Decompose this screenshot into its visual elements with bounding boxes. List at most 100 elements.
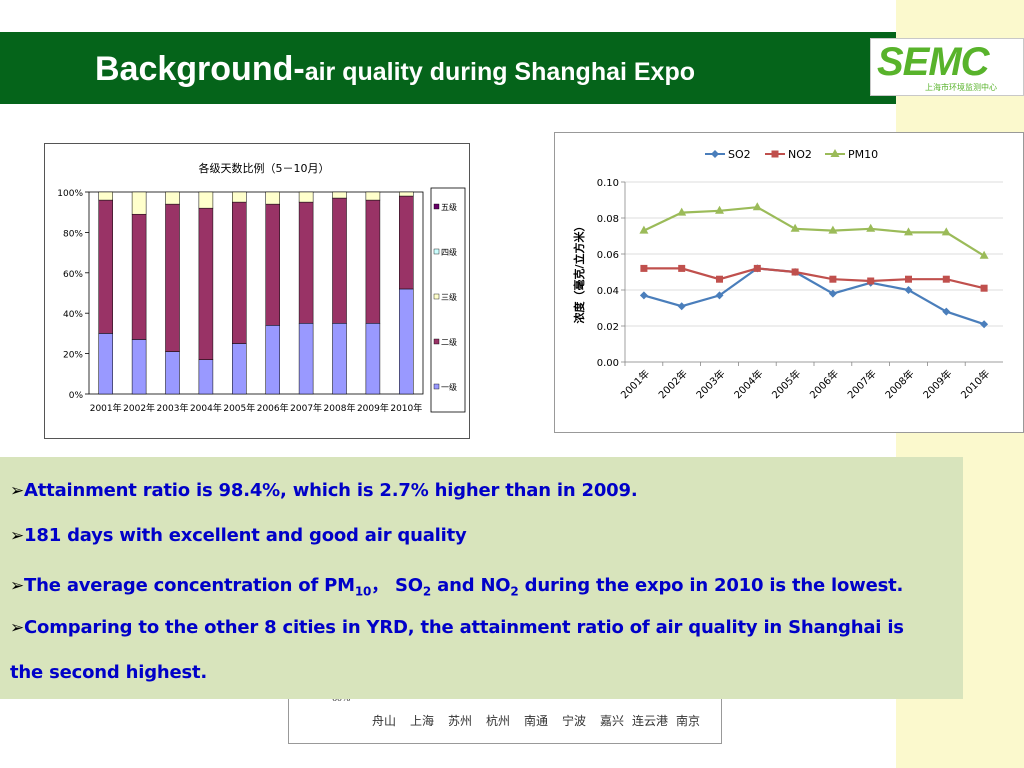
bar-segment (298, 323, 314, 395)
city-category-label: 舟山 (372, 714, 397, 728)
bar-y-tick-label: 60% (63, 270, 83, 280)
line-point (715, 291, 724, 300)
title-part1: Background- (95, 50, 305, 88)
bar-segment (332, 323, 347, 395)
line-point (639, 291, 648, 300)
bar-segment (131, 213, 147, 340)
line-point (791, 268, 799, 276)
line-legend-marker (830, 149, 840, 157)
bar-segment (198, 207, 214, 360)
bar-legend-label: 五级 (441, 202, 457, 212)
line-y-tick-label: 0.10 (597, 178, 619, 189)
bullet-3-sub2: 2 (422, 584, 432, 599)
line-series-no2 (643, 267, 985, 290)
bar-y-tick-label: 0% (69, 391, 84, 401)
bar-segment (198, 359, 214, 395)
line-point (753, 264, 761, 272)
bar-segment (98, 333, 113, 395)
line-point (752, 202, 762, 211)
bar-x-tick-label: 2008年 (324, 402, 356, 414)
line-x-tick-label: 2002年 (656, 367, 690, 401)
line-point (941, 227, 951, 236)
bar-x-tick-label: 2006年 (257, 402, 289, 414)
line-y-tick-label: 0.08 (597, 214, 619, 225)
bar-segment (332, 191, 347, 199)
bar-segment (265, 325, 280, 395)
line-point (828, 225, 838, 234)
line-y-tick-label: 0.06 (597, 250, 619, 261)
line-point (790, 223, 800, 232)
bar-y-tick-label: 20% (63, 351, 83, 361)
bullet-4-continued: the second highest. (10, 662, 207, 683)
line-point (678, 264, 686, 272)
bar-x-tick-label: 2003年 (157, 402, 189, 414)
bar-segment (165, 191, 180, 205)
summary-box: ➢Attainment ratio is 98.4%, which is 2.7… (0, 457, 963, 699)
line-x-tick-label: 2010年 (958, 367, 992, 401)
bullet-1-text: Attainment ratio is 98.4%, which is 2.7%… (24, 480, 638, 501)
bar-segment (365, 191, 381, 201)
bullet-1: ➢Attainment ratio is 98.4%, which is 2.7… (10, 480, 638, 501)
bar-segment (165, 351, 180, 395)
bar-chart: 各级天数比例（5－10月） 0% 20% 40% 60% 80% 100% 2001年 2002… (57, 161, 466, 414)
bar-chart-frame: 各级天数比例（5－10月） 0% 20% 40% 60% 80% 100% 2001年 2002… (44, 143, 470, 439)
bullet-3-sub3: 2 (510, 584, 519, 599)
bar-x-tick-label: 2002年 (123, 402, 155, 414)
logo-subtitle: 上海市环境监测中心 (925, 83, 997, 92)
line-point (905, 275, 912, 283)
bar-legend-box (430, 187, 466, 413)
bar-y-tick-label: 100% (57, 189, 83, 199)
line-x-tick-label: 2001年 (618, 367, 652, 401)
bar-x-tick-label: 2005年 (223, 402, 255, 414)
city-category-label: 宁波 (562, 714, 587, 728)
line-y-tick-label: 0.02 (597, 322, 619, 333)
line-x-tick-label: 2007年 (845, 367, 879, 401)
bullet-4-line2: the second highest. (10, 662, 208, 683)
bullet-4-line1: Comparing to the other 8 cities in YRD, … (24, 617, 904, 638)
bar-segment (232, 343, 247, 395)
bar-y-tick-label: 40% (63, 310, 83, 320)
bar-segment (399, 288, 414, 395)
bar-legend-label: 二级 (441, 337, 457, 347)
bar-chart-title: 各级天数比例（5－10月） (199, 161, 330, 175)
line-point (980, 284, 988, 292)
line-series-pm10 (643, 206, 985, 257)
bar-segment (131, 339, 147, 395)
line-x-tick-label: 2004年 (731, 367, 765, 401)
line-x-tick-label: 2005年 (769, 367, 803, 401)
bar-plot-area (88, 191, 424, 395)
logo-mark: SEMC (877, 40, 990, 84)
line-chart-frame: 0.00 0.02 0.04 0.06 0.08 0.10 2001年 2002年 2003年 2… (554, 132, 1024, 433)
line-point (677, 207, 687, 216)
bullet-2-text: 181 days with excellent and good air qua… (24, 525, 467, 546)
bullet-3-sub1: 10 (354, 584, 372, 599)
city-category-label: 连云港 (632, 714, 669, 728)
bullet-3-mid1: ， SO (371, 575, 423, 596)
title-part2: air quality during Shanghai Expo (304, 58, 696, 86)
bar-segment (198, 191, 214, 209)
line-point (904, 227, 913, 236)
line-point (979, 250, 989, 259)
city-category-label: 南通 (524, 714, 549, 728)
page-title: Background-air quality during Shanghai E… (95, 50, 695, 89)
bar-legend-label: 一级 (441, 382, 457, 392)
line-point (866, 223, 876, 232)
bullet-3-post: during the expo in 2010 is the lowest. (518, 575, 904, 596)
bar-segment (399, 195, 414, 290)
bar-legend-label: 三级 (441, 292, 457, 302)
line-y-tick-label: 0.04 (597, 286, 619, 297)
line-point (677, 302, 686, 311)
bar-segment (232, 201, 247, 344)
bar-x-tick-label: 2009年 (357, 402, 389, 414)
bar-segment (365, 199, 381, 324)
bar-segment (232, 191, 247, 203)
line-point (980, 320, 989, 329)
line-legend-label: PM10 (848, 148, 878, 161)
city-category-label: 杭州 (486, 714, 511, 728)
semc-logo: SEMC 上海市环境监测中心 (870, 38, 1024, 96)
bar-x-tick-label: 2010年 (390, 402, 422, 414)
city-category-label: 苏州 (448, 714, 473, 728)
line-x-tick-label: 2008年 (882, 367, 916, 401)
bar-legend-swatch (433, 293, 440, 300)
